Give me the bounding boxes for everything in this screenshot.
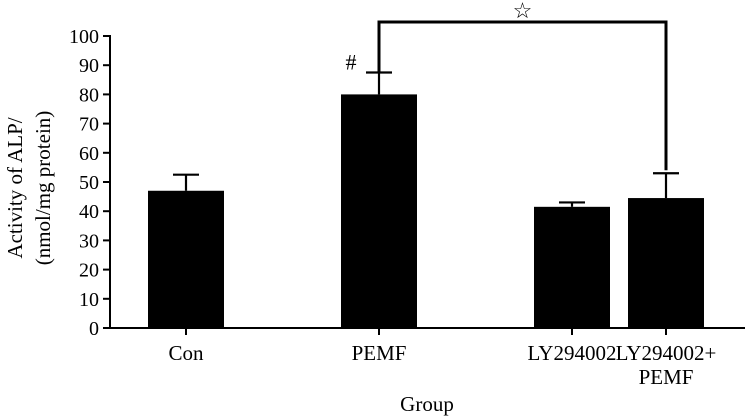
y-tick-label-90: 90 xyxy=(79,55,99,77)
x-axis xyxy=(110,327,745,335)
x-axis-title: Group xyxy=(400,392,454,416)
category-labels: Con PEMF LY294002 LY294002+ PEMF xyxy=(168,341,716,389)
category-label-1-line-0: PEMF xyxy=(352,341,407,365)
bars xyxy=(148,94,704,329)
y-tick-label-20: 20 xyxy=(79,260,99,282)
error-bars xyxy=(173,71,679,207)
category-label-2-line-0: LY294002 xyxy=(528,341,617,365)
category-label-1: PEMF xyxy=(352,341,407,365)
y-axis: 0 10 20 30 40 50 60 70 80 90 100 xyxy=(69,26,111,340)
y-tick-label-50: 50 xyxy=(79,172,99,194)
bar-0 xyxy=(148,190,224,328)
y-tick-label-10: 10 xyxy=(79,289,99,311)
y-axis-title-line-1: Activity of ALP/ xyxy=(3,117,27,258)
significance-mark-star: ☆ xyxy=(513,0,533,23)
bar-3 xyxy=(628,198,704,328)
y-tick-label-40: 40 xyxy=(79,201,99,223)
category-label-3: LY294002+ PEMF xyxy=(616,341,717,389)
bar-2 xyxy=(534,206,610,328)
y-tick-label-100: 100 xyxy=(69,26,99,48)
annotations: #☆ xyxy=(346,0,668,171)
y-tick-label-60: 60 xyxy=(79,143,99,165)
y-tick-label-80: 80 xyxy=(79,84,99,106)
category-label-0-line-0: Con xyxy=(168,341,204,365)
significance-bracket xyxy=(377,20,668,171)
category-label-2: LY294002 xyxy=(528,341,617,365)
bar-1 xyxy=(341,94,417,329)
category-label-3-line-0: LY294002+ xyxy=(616,341,717,365)
y-tick-label-70: 70 xyxy=(79,114,99,136)
category-label-0: Con xyxy=(168,341,204,365)
category-label-3-line-1: PEMF xyxy=(639,365,694,389)
y-axis-title-line-2: (nmol/mg protein) xyxy=(31,111,55,266)
y-tick-label-0: 0 xyxy=(89,318,99,340)
y-tick-label-30: 30 xyxy=(79,230,99,252)
significance-mark-hash: # xyxy=(346,50,357,75)
